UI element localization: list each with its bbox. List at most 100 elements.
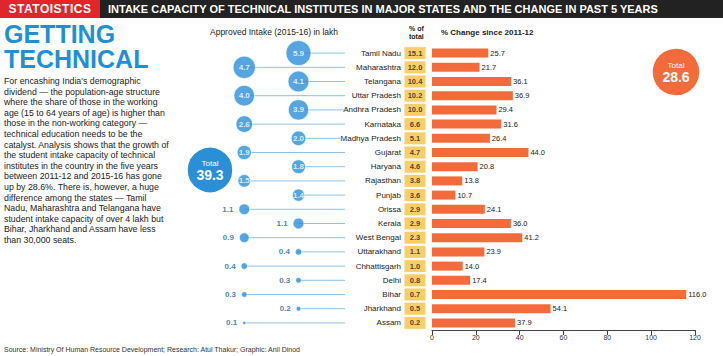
svg-text:Kerala: Kerala bbox=[378, 219, 402, 228]
svg-text:Andhra Pradesh: Andhra Pradesh bbox=[343, 105, 401, 114]
svg-text:4.7: 4.7 bbox=[239, 63, 251, 72]
svg-text:Approved Intake (2015-16) in l: Approved Intake (2015-16) in lakh bbox=[210, 27, 338, 37]
svg-text:120: 120 bbox=[689, 334, 701, 341]
svg-text:17.4: 17.4 bbox=[472, 276, 487, 285]
svg-text:10.4: 10.4 bbox=[408, 77, 423, 86]
svg-text:Uttar Pradesh: Uttar Pradesh bbox=[352, 91, 401, 100]
svg-text:Gujarat: Gujarat bbox=[375, 148, 402, 157]
svg-text:25.7: 25.7 bbox=[490, 49, 505, 58]
svg-text:Orissa: Orissa bbox=[378, 205, 402, 214]
svg-text:4.1: 4.1 bbox=[293, 77, 305, 86]
svg-text:Assam: Assam bbox=[377, 318, 402, 327]
svg-text:0.5: 0.5 bbox=[410, 304, 420, 313]
svg-text:39.3: 39.3 bbox=[196, 167, 223, 183]
svg-text:4.7: 4.7 bbox=[410, 148, 420, 157]
svg-text:Chhattisgarh: Chhattisgarh bbox=[356, 262, 401, 271]
svg-text:36.0: 36.0 bbox=[513, 219, 528, 228]
svg-text:1.1: 1.1 bbox=[410, 247, 420, 256]
svg-text:3.6: 3.6 bbox=[410, 191, 420, 200]
html-text:STATOISTICS: STATOISTICS bbox=[8, 2, 92, 16]
svg-text:1.5: 1.5 bbox=[239, 176, 251, 185]
svg-text:0.4: 0.4 bbox=[224, 262, 236, 271]
svg-text:13.8: 13.8 bbox=[464, 176, 479, 185]
svg-text:60: 60 bbox=[560, 334, 568, 341]
svg-text:20: 20 bbox=[472, 334, 480, 341]
svg-text:0.2: 0.2 bbox=[280, 304, 292, 313]
svg-text:0.3: 0.3 bbox=[225, 290, 237, 299]
svg-text:0.7: 0.7 bbox=[410, 290, 420, 299]
svg-text:Total: Total bbox=[667, 60, 685, 70]
svg-text:5.1: 5.1 bbox=[410, 134, 420, 143]
svg-text:Total: Total bbox=[201, 158, 219, 168]
html-text:GETTING TECHNICAL: GETTING TECHNICAL bbox=[4, 20, 149, 73]
svg-text:37.9: 37.9 bbox=[517, 318, 532, 327]
svg-text:0.3: 0.3 bbox=[279, 276, 291, 285]
svg-text:2.9: 2.9 bbox=[410, 205, 420, 214]
svg-text:2.6: 2.6 bbox=[239, 120, 251, 129]
svg-text:31.6: 31.6 bbox=[503, 120, 518, 129]
svg-text:80: 80 bbox=[603, 334, 611, 341]
svg-text:5.9: 5.9 bbox=[293, 49, 305, 58]
svg-text:28.6: 28.6 bbox=[662, 69, 689, 85]
svg-text:23.9: 23.9 bbox=[486, 247, 501, 256]
svg-text:15.1: 15.1 bbox=[408, 49, 423, 58]
svg-text:Bihar: Bihar bbox=[382, 290, 401, 299]
svg-text:0.9: 0.9 bbox=[223, 233, 235, 242]
svg-text:% Change since 2011-12: % Change since 2011-12 bbox=[441, 28, 534, 37]
svg-text:20.8: 20.8 bbox=[480, 162, 495, 171]
svg-text:4.6: 4.6 bbox=[410, 162, 420, 171]
svg-text:Haryana: Haryana bbox=[371, 162, 402, 171]
svg-text:3.8: 3.8 bbox=[410, 176, 420, 185]
svg-text:54.1: 54.1 bbox=[553, 304, 568, 313]
svg-text:0.4: 0.4 bbox=[279, 247, 291, 256]
svg-text:1.0: 1.0 bbox=[410, 262, 420, 271]
svg-text:29.4: 29.4 bbox=[498, 105, 513, 114]
svg-text:1.1: 1.1 bbox=[277, 219, 289, 228]
svg-text:Telangana: Telangana bbox=[364, 77, 401, 86]
svg-text:36.1: 36.1 bbox=[513, 77, 528, 86]
svg-text:Madhya Pradesh: Madhya Pradesh bbox=[341, 134, 401, 143]
svg-text:1.9: 1.9 bbox=[239, 148, 251, 157]
svg-text:Jharkhand: Jharkhand bbox=[364, 304, 401, 313]
svg-text:24.1: 24.1 bbox=[487, 205, 502, 214]
svg-text:2.3: 2.3 bbox=[410, 233, 420, 242]
svg-text:3.9: 3.9 bbox=[293, 105, 305, 114]
svg-text:26.4: 26.4 bbox=[492, 134, 507, 143]
svg-text:4.0: 4.0 bbox=[239, 91, 251, 100]
svg-text:14.0: 14.0 bbox=[465, 262, 480, 271]
html-text:INTAKE CAPACITY OF TECHNICAL I: INTAKE CAPACITY OF TECHNICAL INSTITUTES … bbox=[108, 3, 658, 15]
svg-text:12.0: 12.0 bbox=[408, 63, 423, 72]
svg-text:41.2: 41.2 bbox=[524, 233, 539, 242]
svg-text:10.2: 10.2 bbox=[408, 91, 423, 100]
html-text:Source: Ministry Of Human Reso: Source: Ministry Of Human Resource Devel… bbox=[4, 346, 300, 353]
svg-text:Rajasthan: Rajasthan bbox=[365, 176, 401, 185]
svg-text:Delhi: Delhi bbox=[383, 276, 401, 285]
svg-text:0.1: 0.1 bbox=[226, 318, 238, 327]
svg-text:Tamil Nadu: Tamil Nadu bbox=[361, 49, 401, 58]
svg-text:44.0: 44.0 bbox=[530, 148, 545, 157]
svg-text:Karnataka: Karnataka bbox=[365, 120, 402, 129]
svg-text:0.8: 0.8 bbox=[410, 276, 420, 285]
svg-text:100: 100 bbox=[645, 334, 657, 341]
svg-text:1.1: 1.1 bbox=[222, 205, 234, 214]
svg-text:Maharashtra: Maharashtra bbox=[356, 63, 401, 72]
svg-text:21.7: 21.7 bbox=[482, 63, 497, 72]
svg-text:0.2: 0.2 bbox=[410, 318, 420, 327]
svg-text:Uttarakhand: Uttarakhand bbox=[357, 247, 401, 256]
html-text:For encashing India's demograp: For encashing India's demographic divide… bbox=[4, 76, 169, 245]
svg-text:6.6: 6.6 bbox=[410, 120, 420, 129]
svg-text:Punjab: Punjab bbox=[376, 191, 401, 200]
svg-text:total: total bbox=[409, 33, 424, 40]
svg-text:West Bengal: West Bengal bbox=[356, 233, 401, 242]
svg-text:% of: % of bbox=[409, 25, 426, 32]
svg-text:1.4: 1.4 bbox=[293, 191, 305, 200]
svg-text:10.7: 10.7 bbox=[457, 191, 472, 200]
svg-text:40: 40 bbox=[516, 334, 524, 341]
svg-text:2.9: 2.9 bbox=[410, 219, 420, 228]
svg-text:116.0: 116.0 bbox=[688, 290, 706, 299]
svg-text:2.0: 2.0 bbox=[293, 134, 305, 143]
svg-text:10.0: 10.0 bbox=[408, 105, 423, 114]
svg-text:0: 0 bbox=[430, 334, 434, 341]
svg-text:1.8: 1.8 bbox=[293, 162, 305, 171]
svg-text:36.9: 36.9 bbox=[515, 91, 530, 100]
